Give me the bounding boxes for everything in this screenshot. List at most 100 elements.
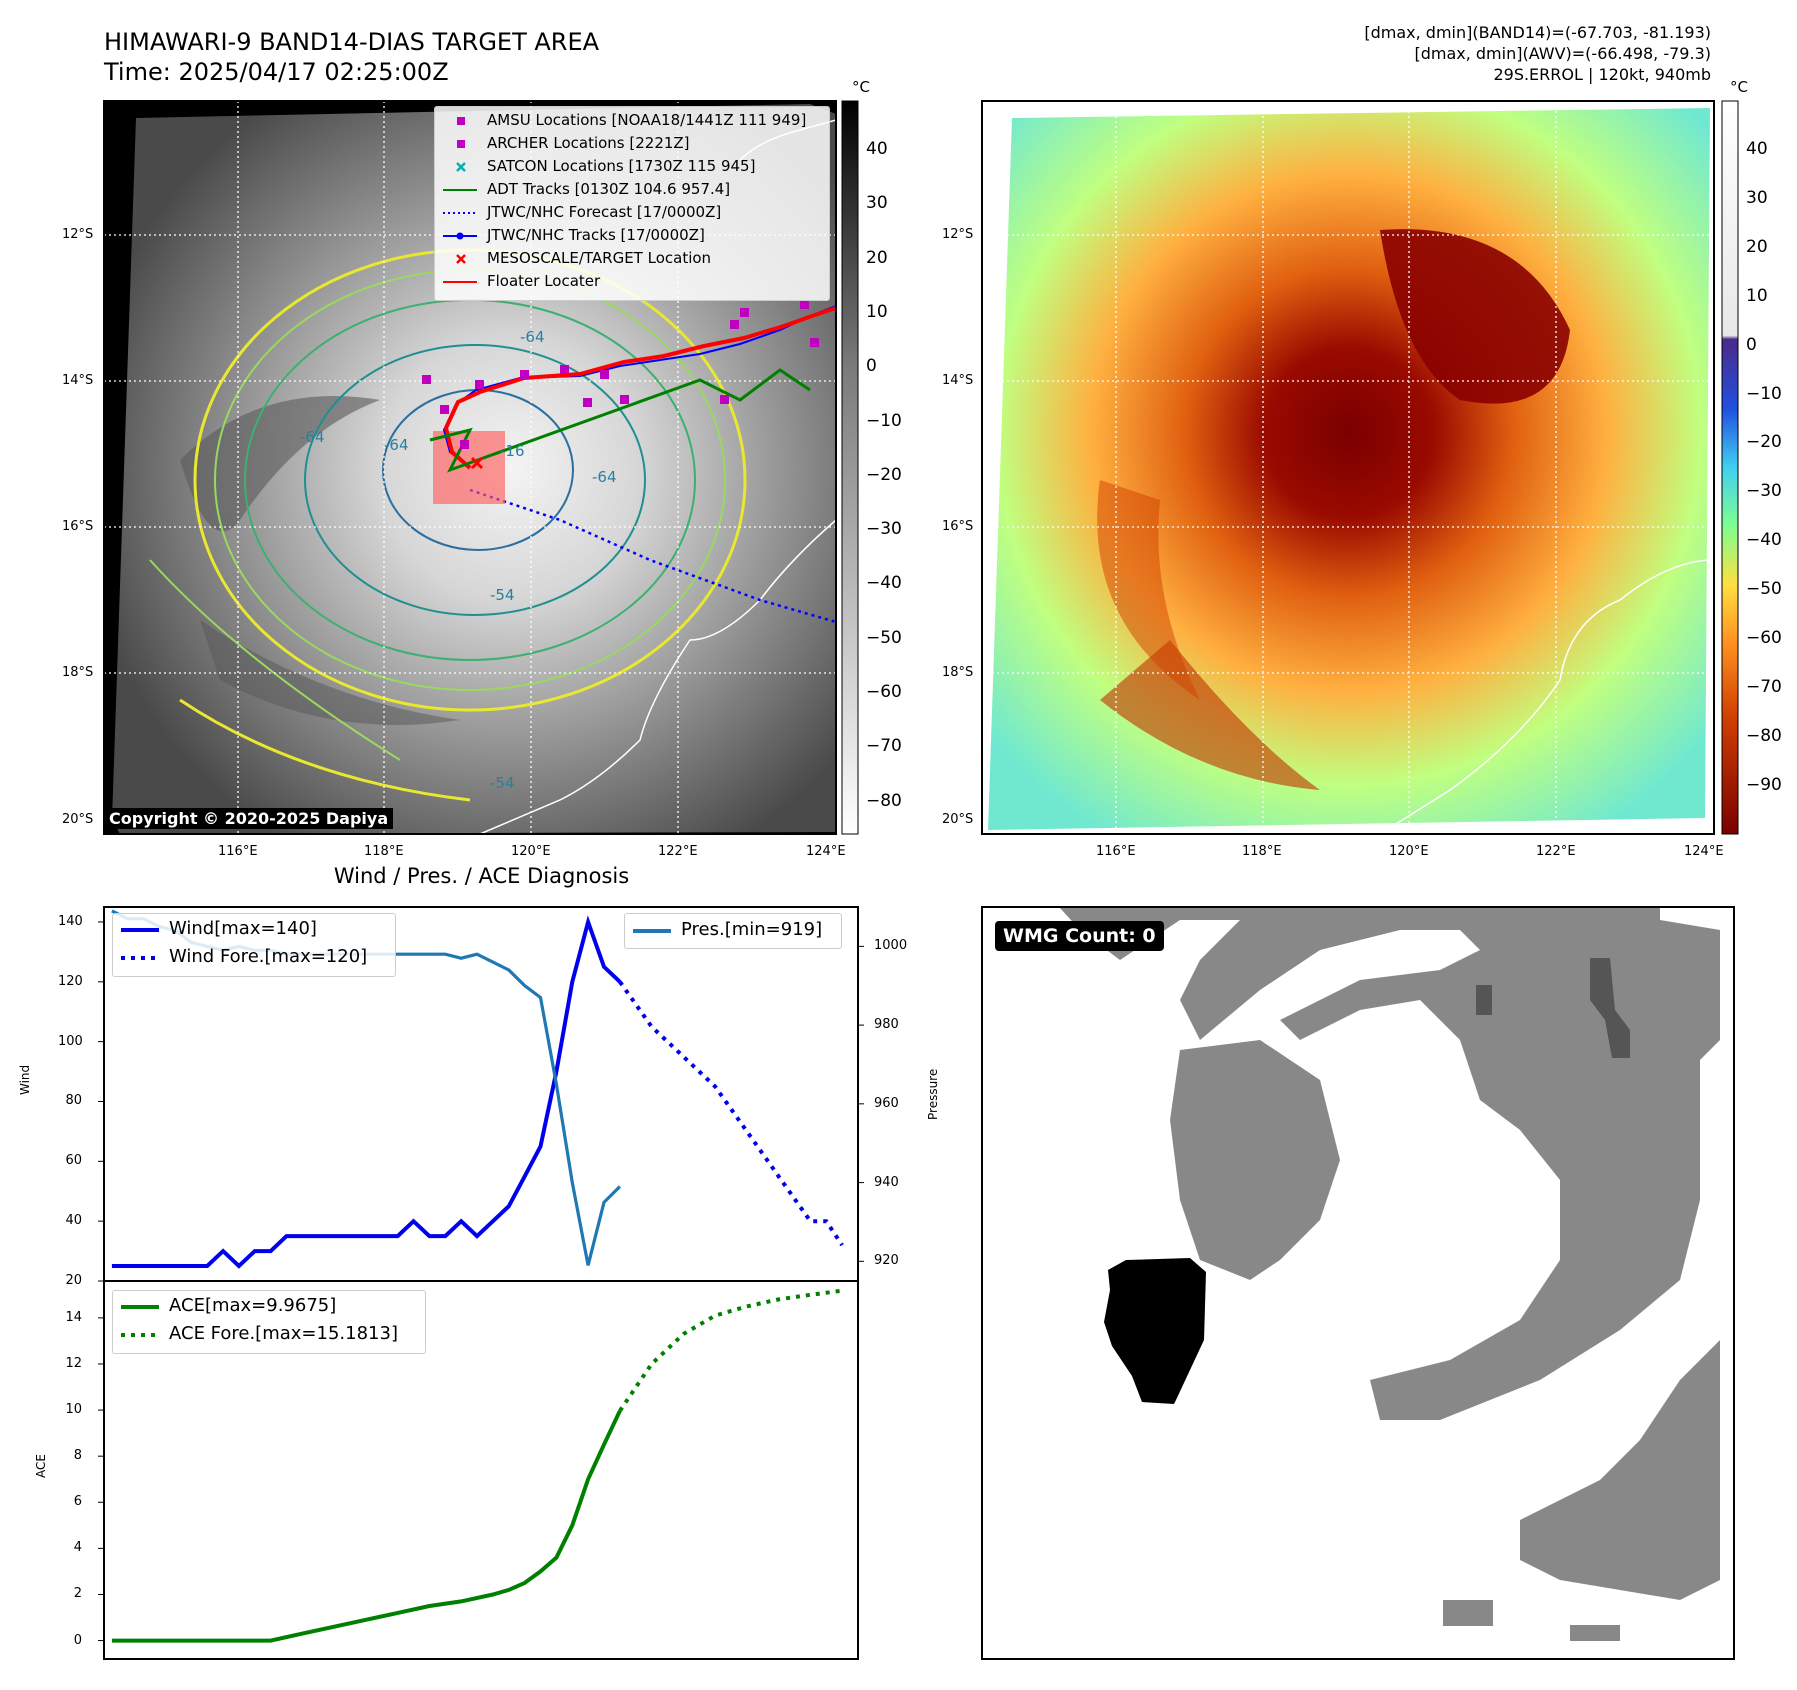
pressure-y-tick: 960 bbox=[874, 1095, 899, 1111]
lat-label: 14°S bbox=[62, 373, 94, 388]
gray-colorbar bbox=[841, 100, 859, 835]
jtwc-forecast-line bbox=[469, 488, 837, 624]
wmg-gray-region-southeast bbox=[1520, 1340, 1720, 1600]
legend-row: ARCHER Locations [2221Z] bbox=[435, 134, 829, 154]
lat-label: 20°S bbox=[942, 812, 974, 827]
wmg-panel bbox=[981, 906, 1735, 1660]
gray-colorbar-tick: −60 bbox=[866, 682, 902, 702]
chart-legend-row: ACE[max=9.9675] bbox=[113, 1295, 425, 1319]
gray-colorbar-unit: °C bbox=[852, 78, 870, 96]
legend-swatch bbox=[443, 212, 477, 214]
legend-row: AMSU Locations [NOAA18/1441Z 111 949] bbox=[435, 111, 829, 131]
diagnosis-title: Wind / Pres. / ACE Diagnosis bbox=[333, 864, 630, 888]
legend-row: ADT Tracks [0130Z 104.6 957.4] bbox=[435, 180, 829, 200]
legend-label: Floater Locater bbox=[487, 272, 601, 290]
gray-colorbar-tick: −30 bbox=[866, 519, 902, 540]
pressure-y-tick: 1000 bbox=[874, 938, 908, 954]
gray-colorbar-tick: −80 bbox=[866, 790, 902, 811]
wind-y-tick: 120 bbox=[58, 973, 83, 989]
amsu-markers bbox=[422, 300, 819, 449]
legend-label: ADT Tracks [0130Z 104.6 957.4] bbox=[487, 180, 731, 198]
wmg-gray-region-west bbox=[1170, 1040, 1340, 1280]
gray-colorbar-tick: 40 bbox=[866, 139, 888, 159]
color-colorbar-tick: −90 bbox=[1746, 774, 1782, 795]
target-marker bbox=[470, 456, 484, 470]
chart-legend-swatch bbox=[121, 1305, 159, 1309]
ace-y-tick: 8 bbox=[73, 1448, 82, 1464]
gray-colorbar-tick: 0 bbox=[866, 356, 877, 377]
right-map-imagery bbox=[988, 108, 1710, 830]
wind-legend: Wind[max=140] Wind Fore.[max=120] bbox=[112, 913, 396, 977]
chart-legend-label: Pres.[min=919] bbox=[681, 919, 823, 940]
gray-colorbar-tick: −50 bbox=[866, 627, 902, 648]
series-line-wind bbox=[111, 915, 622, 1269]
chart-legend-row: Pres.[min=919] bbox=[625, 919, 841, 943]
legend-swatch bbox=[443, 232, 477, 240]
right-map-panel bbox=[981, 100, 1739, 835]
ace-y-tick: 14 bbox=[65, 1309, 82, 1325]
legend-label: JTWC/NHC Tracks [17/0000Z] bbox=[487, 226, 705, 244]
right-map-frame bbox=[981, 100, 1715, 835]
contour-label: -64 bbox=[520, 328, 545, 346]
ace-y-tick: 12 bbox=[65, 1355, 82, 1371]
lon-label: 124°E bbox=[806, 844, 846, 859]
ace-y-tick: 0 bbox=[73, 1632, 82, 1648]
lat-label: 12°S bbox=[62, 227, 94, 242]
ace-axis-label: ACE bbox=[34, 1454, 48, 1478]
pressure-axis-label: Pressure bbox=[926, 1068, 940, 1120]
ace-y-tick: 6 bbox=[73, 1494, 82, 1510]
legend-swatch bbox=[456, 254, 466, 264]
chart-legend-swatch bbox=[633, 929, 671, 933]
chart-legend-label: ACE[max=9.9675] bbox=[169, 1295, 337, 1316]
contour-label: -16 bbox=[500, 442, 525, 460]
stats-line-band14: [dmax, dmin](BAND14)=(-67.703, -81.193) bbox=[1364, 23, 1711, 42]
color-colorbar-unit: °C bbox=[1730, 78, 1748, 96]
lon-label: 120°E bbox=[511, 844, 551, 859]
wmg-gray-region-north bbox=[1060, 908, 1720, 1420]
legend-swatch bbox=[457, 117, 465, 125]
gray-colorbar-tick: −20 bbox=[866, 464, 902, 485]
lon-label: 118°E bbox=[364, 844, 404, 859]
legend-label: AMSU Locations [NOAA18/1441Z 111 949] bbox=[487, 111, 807, 129]
color-colorbar-tick: 0 bbox=[1746, 334, 1757, 355]
color-colorbar-tick: 10 bbox=[1746, 285, 1768, 306]
wind-y-tick: 80 bbox=[65, 1093, 82, 1109]
wind-y-tick: 100 bbox=[58, 1033, 83, 1049]
chart-legend-row: Wind[max=140] bbox=[113, 918, 395, 942]
lon-label: 116°E bbox=[218, 844, 258, 859]
gray-colorbar-tick: −10 bbox=[866, 410, 902, 431]
color-colorbar-tick: 20 bbox=[1746, 236, 1768, 257]
lon-label: 118°E bbox=[1242, 844, 1282, 859]
gray-colorbar-tick: 20 bbox=[866, 247, 888, 268]
gray-colorbar-tick: 10 bbox=[866, 301, 888, 322]
wmg-count-badge: WMG Count: 0 bbox=[995, 921, 1164, 951]
legend-label: SATCON Locations [1730Z 115 945] bbox=[487, 157, 756, 175]
series-line-ace bbox=[111, 1409, 622, 1643]
contour-label: -64 bbox=[300, 428, 325, 446]
ace-y-tick: 4 bbox=[73, 1540, 82, 1556]
wind-axis-label: Wind bbox=[18, 1064, 32, 1095]
color-colorbar bbox=[1721, 100, 1739, 835]
lon-label: 124°E bbox=[1684, 844, 1724, 859]
lat-label: 16°S bbox=[62, 519, 94, 534]
pressure-y-tick: 980 bbox=[874, 1017, 899, 1033]
stats-line-awv: [dmax, dmin](AWV)=(-66.498, -79.3) bbox=[1414, 44, 1711, 63]
ace-legend: ACE[max=9.9675] ACE Fore.[max=15.1813] bbox=[112, 1290, 426, 1354]
pressure-y-tick: 920 bbox=[874, 1253, 899, 1269]
chart-legend-label: ACE Fore.[max=15.1813] bbox=[169, 1323, 398, 1344]
legend-swatch bbox=[443, 189, 477, 191]
stats-header: [dmax, dmin](BAND14)=(-67.703, -81.193) … bbox=[1364, 22, 1711, 85]
wmg-black-region bbox=[1104, 1258, 1206, 1404]
gray-colorbar-tick: −70 bbox=[866, 736, 902, 757]
chart-legend-swatch bbox=[121, 956, 159, 960]
lat-label: 20°S bbox=[62, 812, 94, 827]
legend-label: ARCHER Locations [2221Z] bbox=[487, 134, 690, 152]
left-map-frame bbox=[103, 100, 837, 835]
legend-swatch bbox=[443, 281, 477, 283]
wind-y-tick: 20 bbox=[65, 1273, 82, 1288]
color-colorbar-tick: −20 bbox=[1746, 432, 1782, 453]
contour-label: -54 bbox=[490, 774, 515, 792]
copyright-label: Copyright © 2020-2025 Dapiya bbox=[104, 808, 394, 829]
color-colorbar-tick: −80 bbox=[1746, 725, 1782, 746]
